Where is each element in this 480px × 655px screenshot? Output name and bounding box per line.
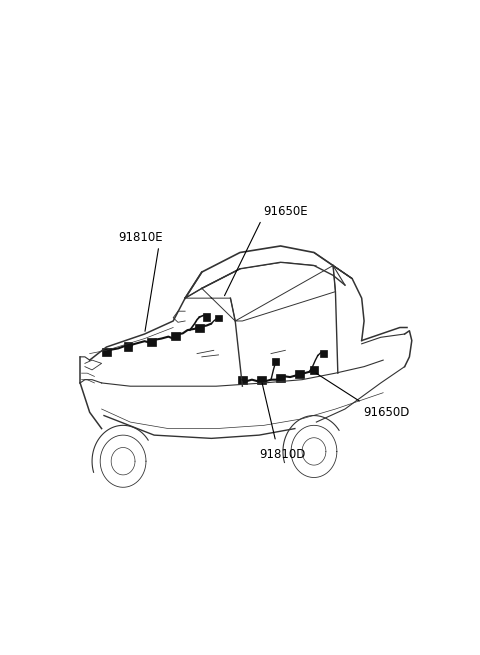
Text: 91810E: 91810E (118, 231, 163, 244)
Text: 91650E: 91650E (263, 205, 308, 218)
Bar (257, 376, 266, 384)
Bar (102, 348, 111, 356)
Bar (171, 332, 180, 340)
Bar (320, 350, 327, 357)
Bar (273, 358, 279, 365)
Bar (215, 314, 222, 321)
Bar (147, 338, 156, 346)
Bar (195, 324, 204, 332)
Text: 91810D: 91810D (259, 448, 305, 461)
Bar (238, 375, 247, 384)
Bar (123, 343, 132, 350)
Bar (310, 365, 318, 374)
Bar (276, 374, 285, 383)
Bar (203, 313, 210, 321)
Text: 91650D: 91650D (363, 405, 409, 419)
Bar (295, 369, 304, 378)
